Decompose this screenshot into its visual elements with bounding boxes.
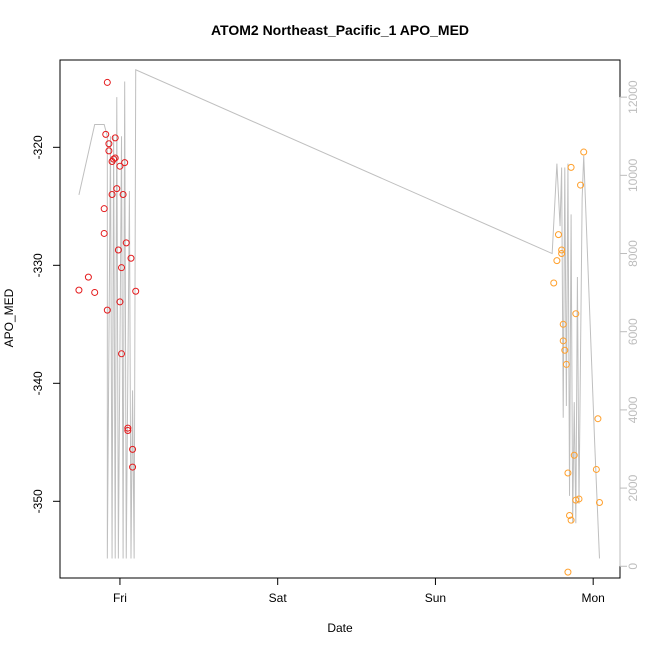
data-point bbox=[103, 78, 111, 86]
data-point bbox=[567, 163, 575, 171]
points-layer bbox=[75, 78, 603, 576]
data-point bbox=[116, 162, 124, 170]
y-tick-label: -350 bbox=[31, 489, 45, 513]
data-point bbox=[570, 451, 578, 459]
y2-tick-label: 10000 bbox=[626, 158, 640, 192]
y-tick-label: -330 bbox=[31, 253, 45, 277]
y2-tick-label: 12000 bbox=[626, 80, 640, 114]
data-point bbox=[127, 254, 135, 262]
y2-tick-label: 6000 bbox=[626, 318, 640, 345]
data-point bbox=[84, 273, 92, 281]
data-point bbox=[558, 246, 566, 254]
data-point bbox=[553, 257, 561, 265]
y-tick-label: -340 bbox=[31, 371, 45, 395]
data-point bbox=[111, 134, 119, 142]
data-point bbox=[572, 496, 580, 504]
data-point bbox=[575, 495, 583, 503]
data-point bbox=[564, 568, 572, 576]
data-point bbox=[561, 346, 569, 354]
x-tick-label: Sat bbox=[269, 591, 288, 605]
data-point bbox=[559, 320, 567, 328]
data-point bbox=[562, 360, 570, 368]
data-point bbox=[124, 424, 132, 432]
data-point bbox=[102, 130, 110, 138]
data-point bbox=[108, 191, 116, 199]
data-point bbox=[122, 239, 130, 247]
axes-layer: Fri Sat Sun Mon -350 -340 -330 -320 0 2000 4000 600… bbox=[31, 80, 640, 605]
y2-tick-label: 0 bbox=[626, 563, 640, 570]
data-point bbox=[558, 250, 566, 258]
data-point bbox=[75, 286, 83, 294]
data-point bbox=[111, 154, 119, 162]
data-point bbox=[119, 191, 127, 199]
data-point bbox=[577, 181, 585, 189]
data-point bbox=[564, 469, 572, 477]
x-axis-label: Date bbox=[327, 621, 353, 635]
data-point bbox=[550, 279, 558, 287]
data-point bbox=[100, 229, 108, 237]
data-point bbox=[121, 159, 129, 167]
data-point bbox=[113, 185, 121, 193]
y-axis-label: APO_MED bbox=[2, 288, 16, 347]
data-point bbox=[116, 298, 124, 306]
y2-tick-label: 2000 bbox=[626, 474, 640, 501]
data-point bbox=[100, 205, 108, 213]
x-tick-label: Sun bbox=[425, 591, 446, 605]
data-point bbox=[103, 306, 111, 314]
data-point bbox=[110, 155, 118, 163]
data-point bbox=[105, 147, 113, 155]
data-point bbox=[118, 264, 126, 272]
data-point bbox=[595, 498, 603, 506]
data-point bbox=[580, 148, 588, 156]
plot-box bbox=[59, 59, 621, 579]
chart-title: ATOM2 Northeast_Pacific_1 APO_MED bbox=[211, 22, 469, 38]
data-point bbox=[594, 415, 602, 423]
data-point bbox=[114, 246, 122, 254]
y-tick-label: -320 bbox=[31, 135, 45, 159]
data-point bbox=[554, 231, 562, 239]
data-point bbox=[566, 511, 574, 519]
y2-tick-label: 4000 bbox=[626, 396, 640, 423]
data-point bbox=[91, 288, 99, 296]
data-point bbox=[124, 427, 132, 435]
line-layer bbox=[78, 69, 600, 559]
data-point bbox=[567, 516, 575, 524]
series-line bbox=[78, 69, 600, 559]
data-point bbox=[132, 287, 140, 295]
data-point bbox=[129, 445, 137, 453]
data-point bbox=[105, 140, 113, 148]
data-point bbox=[572, 310, 580, 318]
y2-tick-label: 8000 bbox=[626, 240, 640, 267]
x-tick-label: Fri bbox=[113, 591, 127, 605]
x-tick-label: Mon bbox=[582, 591, 605, 605]
data-point bbox=[129, 463, 137, 471]
data-point bbox=[592, 465, 600, 473]
data-point bbox=[559, 337, 567, 345]
data-point bbox=[118, 350, 126, 358]
